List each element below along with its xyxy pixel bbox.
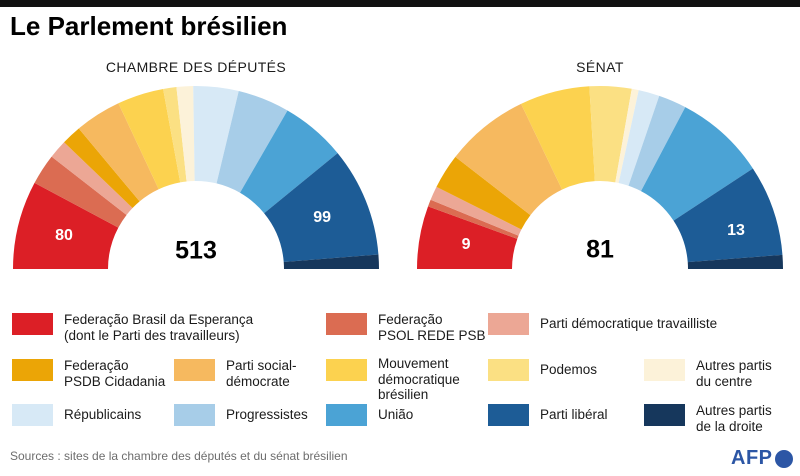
- legend-item-federacao-psol-rede-psb: Federação PSOL REDE PSB: [326, 312, 486, 343]
- wedge-progressistes: [628, 95, 686, 192]
- legend-swatch-autres-partis-de-la-droite: [644, 404, 685, 426]
- chamber-hemicycle-chart: [13, 85, 379, 269]
- legend-item-parti-social-democrate: Parti social-démocrate: [174, 358, 297, 389]
- wedge-federacao-psdb-cidadania: [64, 128, 140, 209]
- afp-logo: AFP: [731, 447, 793, 470]
- wedge-autres-partis-du-centre: [176, 86, 195, 182]
- legend-item-federacao-psdb-cidadania: Federação PSDB Cidadania: [12, 358, 166, 389]
- wedge-parti-democratique-travailliste: [430, 186, 522, 236]
- chamber-total-seats: 513: [175, 236, 217, 265]
- legend-label-parti-liberal: Parti libéral: [540, 407, 608, 422]
- segment-value-parti-liberal: 13: [727, 222, 745, 239]
- afp-logo-text: AFP: [731, 447, 773, 469]
- legend-swatch-progressistes: [174, 404, 215, 426]
- wedge-mouvement-democratique-bresilien: [521, 86, 595, 190]
- legend-swatch-podemos: [488, 359, 529, 381]
- wedge-autres-partis-de-la-droite: [283, 254, 379, 269]
- wedge-progressistes: [216, 91, 288, 193]
- legend-item-progressistes: Progressistes: [174, 404, 308, 426]
- legend-item-federacao-brasil-da-esperanca: Federação Brasil da Esperança (dont le Pa…: [12, 312, 254, 343]
- legend-label-federacao-psol-rede-psb: Federação PSOL REDE PSB: [378, 312, 486, 343]
- wedge-uniao: [641, 107, 753, 221]
- wedge-republicains: [618, 90, 660, 186]
- legend-label-federacao-brasil-da-esperanca: Federação Brasil da Esperança (dont le Pa…: [64, 312, 254, 343]
- legend-swatch-republicains: [12, 404, 53, 426]
- legend-swatch-federacao-psol-rede-psb: [326, 313, 367, 335]
- legend-label-parti-democratique-travailliste: Parti démocratique travailliste: [540, 316, 718, 331]
- afp-logo-dot: [774, 449, 793, 468]
- wedge-federacao-brasil-da-esperanca: [13, 182, 119, 269]
- legend-swatch-uniao: [326, 404, 367, 426]
- legend-swatch-parti-liberal: [488, 404, 529, 426]
- legend-item-podemos: Podemos: [488, 359, 597, 381]
- wedge-autres-partis-de-la-droite: [687, 254, 783, 269]
- legend-item-parti-democratique-travailliste: Parti démocratique travailliste: [488, 313, 717, 335]
- senate-hemicycle-chart: [417, 86, 783, 269]
- legend-item-republicains: Républicains: [12, 404, 141, 426]
- wedge-podemos: [589, 86, 632, 183]
- source-note: Sources : sites de la chambre des député…: [10, 449, 348, 463]
- wedge-parti-social-democrate: [455, 103, 563, 216]
- wedge-parti-democratique-travailliste: [51, 142, 133, 215]
- legend-label-autres-partis-de-la-droite: Autres partis de la droite: [696, 403, 772, 434]
- wedge-mouvement-democratique-bresilien: [118, 88, 181, 190]
- top-rule: [0, 0, 800, 7]
- wedge-podemos: [163, 87, 187, 183]
- legend-label-progressistes: Progressistes: [226, 407, 308, 422]
- legend-label-autres-partis-du-centre: Autres partis du centre: [696, 358, 772, 389]
- wedge-federacao-psol-rede-psb: [34, 156, 127, 228]
- legend-swatch-federacao-brasil-da-esperanca: [12, 313, 53, 335]
- legend-swatch-parti-social-democrate: [174, 359, 215, 381]
- legend-label-republicains: Républicains: [64, 407, 142, 422]
- wedge-parti-social-democrate: [78, 103, 159, 202]
- legend-item-mouvement-democratique-bresilien: Mouvement démocratique brésilien: [326, 356, 460, 403]
- wedge-parti-liberal: [264, 153, 379, 262]
- segment-value-federacao-brasil-da-esperanca: 80: [55, 227, 73, 245]
- legend-label-parti-social-democrate: Parti social-démocrate: [226, 358, 297, 389]
- wedge-federacao-brasil-da-esperanca: [417, 206, 518, 269]
- legend-swatch-parti-democratique-travailliste: [488, 313, 529, 335]
- wedge-republicains: [193, 85, 239, 184]
- wedge-federacao-psdb-cidadania: [436, 156, 531, 230]
- legend-label-mouvement-democratique-bresilien: Mouvement démocratique brésilien: [378, 356, 460, 402]
- wedge-federacao-psol-rede-psb: [428, 199, 519, 239]
- legend-swatch-mouvement-democratique-bresilien: [326, 359, 367, 381]
- legend-swatch-autres-partis-du-centre: [644, 359, 685, 381]
- legend-item-autres-partis-de-la-droite: Autres partis de la droite: [644, 403, 772, 434]
- legend-label-federacao-psdb-cidadania: Federação PSDB Cidadania: [64, 358, 166, 389]
- segment-value-federacao-brasil-da-esperanca: 9: [461, 236, 471, 254]
- wedge-autres-partis-du-centre: [615, 88, 639, 183]
- segment-value-parti-liberal: 99: [313, 209, 332, 227]
- senate-title: SÉNAT: [576, 59, 624, 75]
- page-title: Le Parlement brésilien: [10, 11, 288, 41]
- wedge-uniao: [240, 110, 338, 214]
- legend-item-parti-liberal: Parti libéral: [488, 404, 608, 426]
- legend-item-autres-partis-du-centre: Autres partis du centre: [644, 358, 772, 389]
- senate-total-seats: 81: [586, 235, 614, 264]
- chamber-title: CHAMBRE DES DÉPUTÉS: [105, 59, 287, 75]
- legend-swatch-federacao-psdb-cidadania: [12, 359, 53, 381]
- wedge-parti-liberal: [673, 168, 783, 263]
- legend-label-podemos: Podemos: [540, 362, 598, 377]
- legend-item-uniao: União: [326, 404, 413, 426]
- legend-label-uniao: União: [378, 407, 414, 422]
